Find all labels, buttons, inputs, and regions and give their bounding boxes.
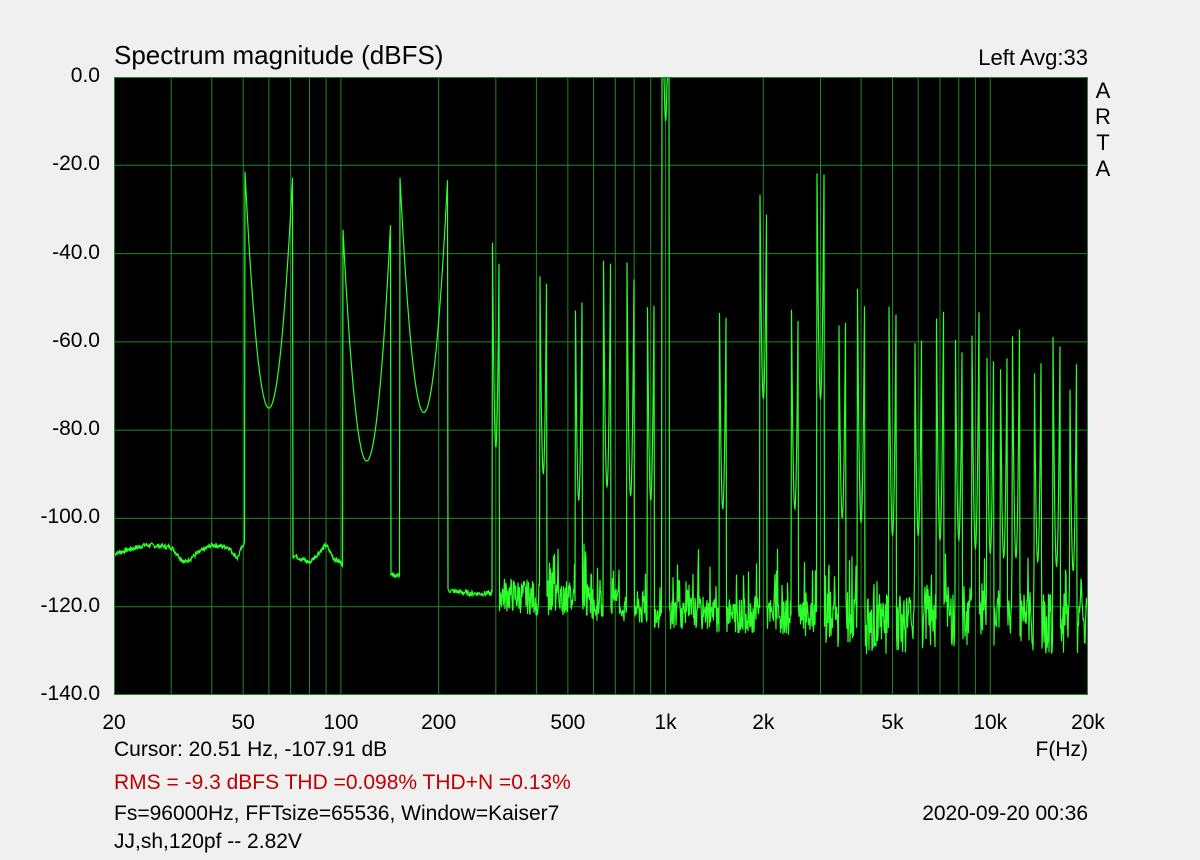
vendor-letter: R [1095,104,1111,129]
x-tick-label: 500 [550,711,586,734]
y-tick-label: 0.0 [70,64,100,87]
timestamp: 2020-09-20 00:36 [922,802,1088,825]
y-tick-label: -40.0 [52,240,100,264]
fft-settings: Fs=96000Hz, FFTsize=65536, Window=Kaiser… [114,802,560,825]
vendor-letter: A [1095,78,1111,103]
x-tick-label: 20k [1071,711,1105,734]
vendor-logo-text: A R T A [1093,78,1113,182]
vendor-letter: A [1095,156,1111,181]
y-tick-label: -80.0 [52,417,100,441]
x-axis-unit: F(Hz) [1035,738,1088,761]
vendor-letter: T [1096,130,1110,155]
y-tick-label: -120.0 [40,593,100,617]
x-tick-label: 1k [654,711,677,734]
x-tick-label: 20 [102,711,126,734]
y-tick-label: -100.0 [40,505,100,529]
x-tick-label: 50 [231,711,255,734]
x-tick-label: 100 [323,711,359,734]
y-tick-label: -20.0 [52,152,100,176]
chart-title: Spectrum magnitude (dBFS) [114,40,444,70]
y-tick-label: -60.0 [52,328,100,352]
x-tick-label: 5k [881,711,904,734]
spectrum-plot[interactable] [114,77,1088,695]
measurement-stats: RMS = -9.3 dBFS THD =0.098% THD+N =0.13% [114,771,571,794]
cursor-readout: Cursor: 20.51 Hz, -107.91 dB [114,738,388,761]
plot-border [114,77,1088,695]
x-tick-label: 2k [752,711,775,734]
measurement-comment: JJ,sh,120pf -- 2.82V [114,830,302,853]
spectrum-trace [114,77,1088,655]
x-tick-label: 10k [973,711,1008,734]
x-tick-label: 200 [421,711,457,734]
y-tick-label: -140.0 [40,682,100,705]
channel-average-label: Left Avg:33 [978,45,1088,70]
